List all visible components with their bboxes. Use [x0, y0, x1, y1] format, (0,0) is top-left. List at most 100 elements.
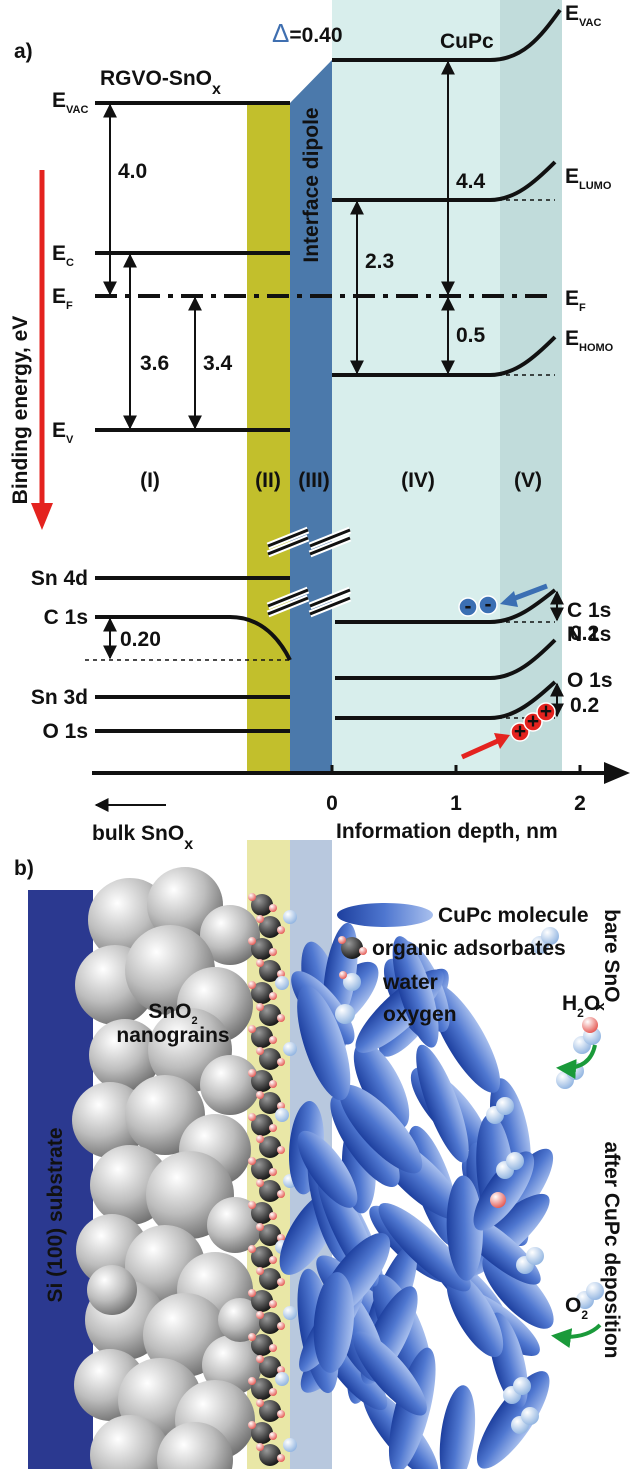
o2-label-main: O: [565, 1294, 581, 1317]
adsorbate-h: [256, 1267, 264, 1275]
adsorbate-core: [251, 1246, 273, 1268]
e-vac-right-label: EVAC: [565, 2, 601, 29]
gap-value: 4.0: [118, 160, 147, 183]
water: [283, 910, 297, 924]
break-mark: [267, 588, 309, 616]
left-title-sub: x: [212, 81, 221, 98]
adsorbate-core: [251, 1114, 273, 1136]
adsorbate-core: [259, 1400, 281, 1422]
e-vac-right-label-main: E: [565, 2, 579, 25]
region-v-bg: [500, 0, 562, 775]
n1s-level: [335, 638, 557, 680]
electron: [478, 595, 498, 615]
hole: [536, 702, 556, 722]
dipole-symbol: Δ: [272, 18, 289, 48]
dipole-value: Δ=0.40: [272, 18, 343, 48]
region-label: (III): [298, 469, 330, 492]
core-level-label: Sn 4d: [31, 567, 88, 590]
adsorbate-h: [256, 1003, 264, 1011]
e-homo-label: EHOMO: [565, 327, 614, 354]
adsorbate-h: [256, 1311, 264, 1319]
e-vac-right-label-sub: VAC: [579, 17, 601, 29]
region-label: (II): [255, 469, 281, 492]
break-mark: [309, 588, 351, 616]
core-level-label: C 1s: [44, 606, 88, 629]
grains-label-main: SnO: [148, 1000, 191, 1023]
hole-arrow: [460, 737, 502, 760]
e-v-label: EV: [52, 419, 74, 446]
oxygen: [506, 1152, 524, 1170]
hole: [510, 722, 530, 742]
adsorbate-h: [277, 1146, 285, 1154]
e-lumo-label-main: E: [565, 165, 579, 188]
break-mark: [267, 528, 309, 556]
water: [275, 976, 289, 990]
cupc-molecule: [482, 1253, 554, 1329]
oxygen: [513, 1377, 531, 1395]
legend-cupc: [337, 903, 433, 927]
bulk-label-sub: x: [184, 836, 193, 853]
x-axis-head: [604, 762, 630, 784]
oxygen: [521, 1407, 539, 1425]
sno2-grain: [200, 905, 260, 965]
y-axis-label: Binding energy, eV: [9, 316, 32, 505]
adsorbate-core: [259, 1224, 281, 1246]
grains-label: SnO2: [148, 1000, 197, 1027]
water-molecule: [582, 1017, 598, 1033]
adsorbate-core: [259, 1180, 281, 1202]
legend-adsorbate-h: [359, 947, 367, 955]
adsorbate-h: [256, 1135, 264, 1143]
adsorbate-core: [259, 1444, 281, 1466]
c1s-left-level: [95, 615, 292, 661]
gap-value: 0.5: [456, 324, 486, 347]
gap-value: 3.6: [140, 352, 169, 375]
e-c-label-main: E: [52, 242, 66, 265]
water-molecule: [490, 1192, 506, 1208]
e-c-label: EC: [52, 242, 74, 269]
cupc-molecule: [353, 1331, 427, 1416]
adsorbate-h: [277, 1234, 285, 1242]
cupc-molecule: [392, 936, 439, 1048]
adsorbate-core: [251, 894, 273, 916]
region-iv-bg: [332, 0, 500, 775]
core-level-label: Sn 3d: [31, 686, 88, 709]
oxygen: [541, 927, 559, 945]
e-f-right-label-main: E: [565, 287, 579, 310]
adsorbate-core: [259, 1004, 281, 1026]
adsorbate-h: [277, 926, 285, 934]
region-label: (I): [140, 469, 160, 492]
substrate-label: Si (100) substrate: [44, 1127, 67, 1302]
bare-label: bare SnOx: [593, 909, 624, 1011]
oxygen: [496, 1097, 514, 1115]
adsorbate-h: [269, 1256, 277, 1264]
legend-label: CuPc molecule: [438, 904, 589, 927]
adsorbate-h: [269, 1300, 277, 1308]
water: [283, 1306, 297, 1320]
hole-sign: +: [527, 710, 539, 733]
electron-arrow: [509, 583, 548, 603]
x-axis-label: Information depth, nm: [336, 820, 558, 843]
grains-label-sub: 2: [192, 1015, 198, 1027]
adsorbate-h: [248, 1025, 256, 1033]
cupc-molecule: [416, 1044, 469, 1163]
panel-label: b): [14, 857, 34, 880]
e-homo-label-sub: HOMO: [579, 342, 614, 354]
adsorbate-h: [269, 1124, 277, 1132]
legend-label: oxygen: [383, 1003, 457, 1026]
panel-label: a): [14, 40, 33, 63]
adsorbate-h: [248, 1113, 256, 1121]
adsorbate-h: [248, 981, 256, 989]
left-title: RGVO-SnOx: [100, 67, 221, 98]
e-f-label-main: E: [52, 285, 66, 308]
adsorbate-h: [256, 1047, 264, 1055]
cupc-molecule: [339, 1084, 423, 1174]
x-tick-label: 1: [450, 792, 462, 815]
adsorbate-core: [251, 1070, 273, 1092]
adsorbate-core: [251, 1422, 273, 1444]
region-label: (IV): [401, 469, 435, 492]
adsorbate-h: [277, 1454, 285, 1462]
e-lumo-label-sub: LUMO: [579, 180, 612, 192]
adsorbate-h: [277, 1014, 285, 1022]
e-v-label-sub: V: [66, 434, 74, 446]
adsorbate-h: [269, 992, 277, 1000]
